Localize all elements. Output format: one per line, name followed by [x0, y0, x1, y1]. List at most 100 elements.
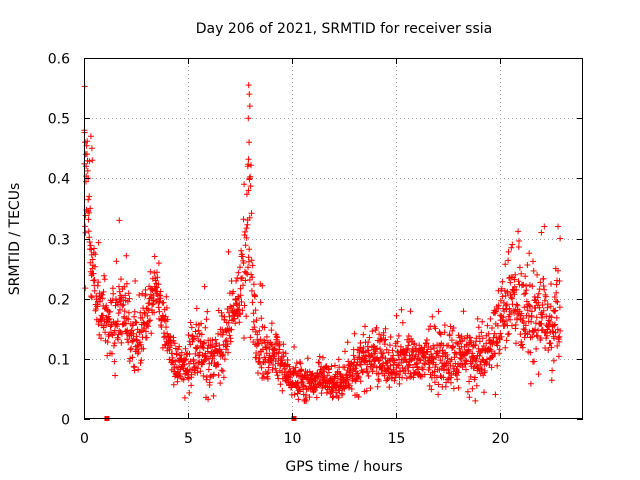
data-point — [516, 264, 523, 271]
data-point — [251, 324, 258, 331]
data-point — [243, 225, 250, 232]
data-point — [527, 380, 534, 387]
data-point — [243, 313, 250, 320]
data-point — [533, 314, 540, 321]
data-point — [280, 341, 287, 348]
data-point — [250, 310, 257, 317]
data-point — [445, 342, 452, 349]
data-point — [227, 338, 234, 345]
data-point — [469, 385, 476, 392]
data-point — [124, 336, 131, 343]
data-point — [399, 364, 406, 371]
data-point — [364, 369, 371, 376]
data-point — [132, 319, 139, 325]
data-point — [503, 318, 510, 324]
data-point — [246, 258, 252, 265]
data-point — [463, 366, 469, 373]
data-point — [143, 334, 150, 341]
data-point — [121, 283, 128, 290]
data-point — [502, 302, 509, 309]
data-point — [326, 369, 332, 376]
data-point — [419, 366, 426, 373]
data-point — [177, 366, 184, 373]
data-point — [335, 394, 342, 401]
data-point — [259, 282, 266, 289]
data-point — [545, 347, 552, 353]
data-point — [536, 304, 543, 311]
data-point — [320, 354, 326, 361]
data-point — [220, 351, 227, 358]
data-point — [556, 304, 563, 311]
data-point — [191, 335, 197, 342]
data-point — [435, 391, 442, 398]
data-point — [494, 362, 501, 369]
data-point — [190, 336, 197, 343]
data-point — [421, 371, 428, 378]
data-point — [157, 288, 164, 295]
data-point — [437, 373, 444, 379]
data-point — [540, 283, 547, 289]
data-point — [535, 290, 542, 297]
data-point — [100, 312, 106, 319]
data-point — [173, 351, 180, 358]
data-point — [204, 348, 211, 355]
data-point — [423, 340, 430, 347]
data-point — [291, 344, 298, 350]
data-point — [499, 278, 506, 285]
data-point — [505, 330, 512, 337]
data-point — [341, 364, 348, 371]
data-point — [316, 353, 323, 360]
x-tick-label: 15 — [388, 431, 406, 447]
data-point — [549, 367, 556, 374]
data-point — [86, 193, 93, 200]
data-point — [472, 397, 479, 404]
data-point — [459, 364, 466, 371]
data-point — [112, 302, 119, 309]
data-point — [527, 303, 534, 310]
data-point — [522, 322, 529, 329]
data-point — [240, 216, 247, 223]
data-point — [228, 326, 235, 333]
data-point — [240, 282, 246, 289]
data-point — [488, 364, 495, 371]
data-point — [203, 376, 210, 383]
data-point — [541, 297, 548, 304]
data-point — [449, 327, 456, 334]
data-point — [140, 345, 147, 352]
chart-title: Day 206 of 2021, SRMTID for receiver ssi… — [196, 21, 492, 37]
data-point — [534, 271, 541, 278]
data-point — [145, 318, 152, 325]
data-point — [454, 368, 461, 374]
data-point — [257, 336, 264, 343]
data-point — [263, 333, 270, 340]
data-point — [316, 359, 323, 366]
data-point — [551, 322, 558, 329]
data-point — [354, 370, 361, 377]
data-point — [153, 284, 160, 291]
data-point — [155, 304, 162, 311]
data-point — [355, 393, 362, 400]
data-point — [539, 311, 546, 318]
data-point — [542, 293, 549, 300]
data-point — [389, 347, 396, 354]
data-point — [476, 353, 483, 359]
data-point — [219, 368, 226, 374]
data-point — [476, 333, 483, 340]
data-point — [555, 267, 561, 274]
data-point — [547, 318, 553, 325]
data-point — [227, 303, 234, 310]
data-point — [248, 162, 254, 169]
data-point — [245, 156, 252, 163]
data-point — [248, 257, 255, 264]
data-point — [187, 319, 194, 326]
data-point — [249, 262, 256, 269]
data-point — [448, 372, 455, 378]
data-point — [86, 209, 93, 216]
data-point — [552, 321, 558, 328]
data-point — [313, 384, 320, 391]
data-point — [513, 301, 520, 308]
data-point — [241, 335, 247, 341]
data-point — [343, 371, 350, 378]
data-point — [133, 333, 140, 340]
data-point — [246, 214, 253, 221]
